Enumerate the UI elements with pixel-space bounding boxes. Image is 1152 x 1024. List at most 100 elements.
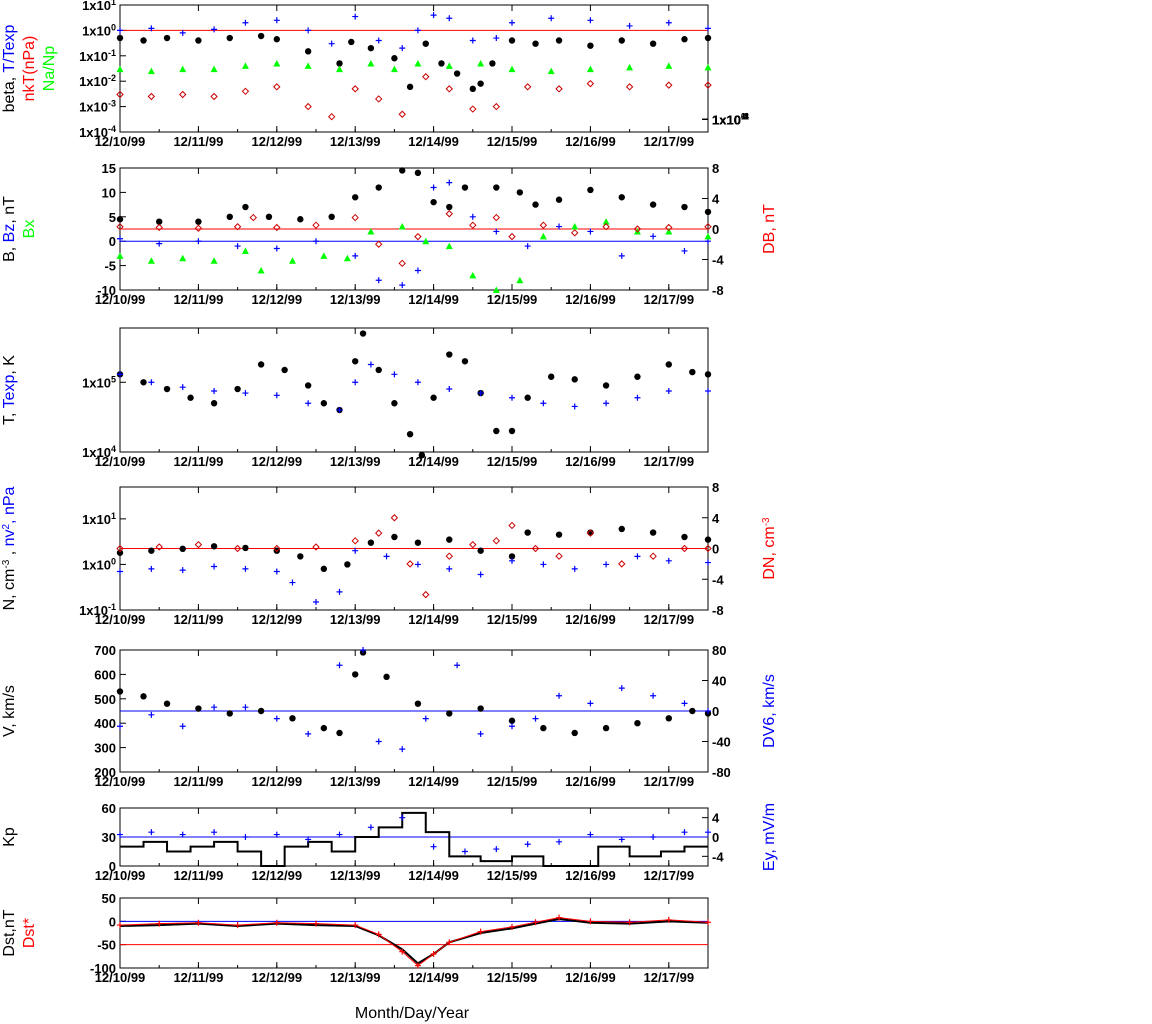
x-tick-label: 12/11/99 — [173, 868, 223, 883]
data-point — [555, 37, 563, 44]
data-point — [649, 552, 657, 560]
data-point — [313, 238, 319, 245]
data-point — [430, 394, 437, 401]
data-point — [210, 92, 218, 101]
data-point — [704, 208, 712, 216]
data-point — [705, 25, 711, 32]
data-point — [156, 240, 163, 247]
data-point — [140, 693, 147, 700]
y-right-tick-label: 4 — [712, 811, 720, 826]
x-tick-label: 12/17/99 — [643, 292, 694, 307]
x-tick-label: 12/10/99 — [95, 292, 146, 307]
y-right-tick-label: -8 — [712, 603, 724, 618]
data-point — [117, 235, 123, 242]
data-point — [211, 563, 218, 570]
data-point — [422, 73, 430, 81]
data-point — [571, 229, 579, 237]
y-right-tick-label: 1x10-1 — [712, 111, 749, 127]
y-tick-label: 700 — [94, 643, 116, 658]
data-point — [117, 568, 123, 575]
data-point — [469, 85, 476, 93]
data-point — [634, 373, 641, 380]
data-point — [305, 836, 312, 843]
x-tick-label: 12/11/99 — [173, 292, 223, 307]
data-point — [414, 379, 421, 386]
data-point — [359, 330, 367, 337]
data-point — [477, 571, 484, 578]
data-point — [523, 83, 532, 91]
data-point — [116, 90, 124, 99]
x-tick-label: 12/16/99 — [565, 868, 616, 883]
data-point — [179, 723, 186, 730]
x-tick-label: 12/17/99 — [643, 454, 694, 469]
x-tick-label: 12/12/99 — [251, 134, 302, 149]
data-point — [148, 25, 155, 32]
y-tick-label: 5 — [109, 210, 116, 225]
y-axis-label: beta, T/Texp — [1, 25, 18, 113]
data-point — [234, 243, 241, 250]
data-point — [461, 848, 468, 855]
data-point — [445, 210, 453, 218]
data-point — [633, 225, 642, 233]
data-point — [446, 386, 453, 393]
y-right-tick-label: 1x100 — [712, 111, 746, 127]
y-right-tick-label: 4 — [712, 511, 720, 526]
data-point — [375, 738, 382, 745]
data-point — [241, 62, 249, 69]
x-tick-label: 12/13/99 — [330, 292, 381, 307]
x-tick-label: 12/15/99 — [487, 774, 538, 789]
data-point — [586, 65, 594, 73]
data-point — [352, 671, 359, 678]
data-point — [547, 67, 555, 75]
data-point — [391, 400, 398, 407]
x-tick-label: 12/13/99 — [330, 612, 381, 627]
y-tick-label: 60 — [102, 801, 116, 816]
data-point — [281, 366, 288, 374]
data-point — [665, 361, 672, 368]
data-point — [289, 715, 296, 722]
data-point — [273, 223, 281, 232]
y-right-tick-label: 4 — [712, 192, 720, 207]
data-point — [704, 223, 712, 231]
x-tick-label: 12/17/99 — [643, 970, 694, 985]
y-right-tick-label: 40 — [712, 674, 726, 689]
data-point — [524, 243, 531, 250]
data-point — [305, 27, 312, 34]
data-point — [414, 232, 422, 241]
data-point — [179, 90, 187, 99]
data-point — [320, 724, 328, 732]
data-point — [650, 692, 657, 699]
x-tick-label: 12/14/99 — [408, 612, 459, 627]
panel-3-frame — [119, 327, 709, 453]
data-point — [586, 529, 595, 537]
data-point — [556, 223, 563, 230]
x-tick-label: 12/16/99 — [565, 612, 616, 627]
x-tick-label: 12/13/99 — [330, 454, 381, 469]
x-tick-label: 12/14/99 — [408, 774, 459, 789]
data-point — [422, 237, 430, 245]
data-point — [147, 92, 156, 101]
x-tick-label: 12/13/99 — [330, 970, 381, 985]
data-point — [398, 110, 406, 118]
data-point — [469, 105, 477, 113]
data-point — [689, 707, 696, 715]
data-point — [705, 559, 711, 566]
x-tick-label: 12/13/99 — [330, 774, 381, 789]
data-point — [540, 724, 547, 732]
data-point — [226, 34, 233, 42]
data-point — [375, 37, 382, 44]
data-point — [390, 514, 399, 522]
data-point — [477, 705, 484, 712]
data-point — [469, 540, 477, 549]
data-point — [649, 201, 657, 208]
data-point — [477, 59, 485, 67]
data-point — [540, 400, 547, 407]
data-point — [618, 836, 625, 843]
data-point — [179, 65, 187, 73]
data-point — [351, 537, 359, 545]
x-tick-label: 12/11/99 — [173, 454, 223, 469]
data-point — [665, 62, 673, 69]
data-point — [489, 60, 496, 67]
data-point — [367, 824, 374, 831]
data-point — [602, 218, 610, 225]
